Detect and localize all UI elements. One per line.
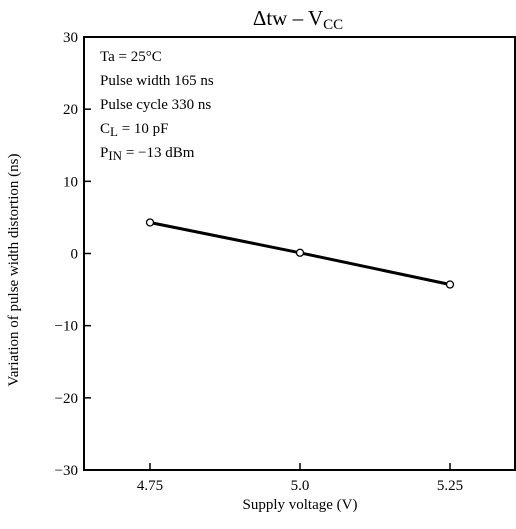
annotation-pin-value: = −13 dBm bbox=[122, 145, 195, 161]
y-tick-label: −20 bbox=[55, 391, 78, 407]
y-axis-label: Variation of pulse width distortion (ns) bbox=[6, 153, 22, 387]
y-tick-label: 0 bbox=[71, 247, 79, 263]
chart-title-text: Δtw – V bbox=[252, 6, 324, 30]
annotation-cl-sub: L bbox=[110, 124, 118, 139]
series-group bbox=[145, 218, 455, 289]
x-axis-label: Supply voltage (V) bbox=[242, 497, 358, 513]
x-tick-label: 4.75 bbox=[137, 478, 163, 494]
y-tick-label: 20 bbox=[63, 102, 78, 118]
annotation-cl: CL = 10 pF bbox=[100, 121, 169, 139]
annotation-pulse-cycle: Pulse cycle 330 ns bbox=[100, 97, 212, 113]
annotation-pin-sub: IN bbox=[108, 148, 123, 163]
chart-title: Δtw – VCC bbox=[0, 6, 516, 34]
x-tick-label: 5.25 bbox=[437, 478, 463, 494]
annotation-pin-prefix: P bbox=[100, 145, 109, 161]
y-tick-label: −30 bbox=[55, 463, 78, 479]
annotation-cl-prefix: C bbox=[100, 121, 111, 137]
data-point bbox=[445, 280, 455, 289]
y-tick-label: 30 bbox=[63, 30, 78, 46]
annotation-pulse-width: Pulse width 165 ns bbox=[100, 73, 214, 89]
data-point bbox=[295, 248, 305, 257]
x-tick-label: 5.0 bbox=[291, 478, 310, 494]
chart-title-subscript: CC bbox=[323, 17, 344, 33]
y-tick-label: −10 bbox=[55, 319, 78, 335]
annotation-ta: Ta = 25°C bbox=[100, 49, 162, 65]
data-point bbox=[145, 218, 155, 227]
y-tick-label: 10 bbox=[63, 174, 78, 190]
axis-ticks: 30 20 10 0 −10 −20 −30 4.75 5.0 5.25 bbox=[55, 30, 464, 494]
annotation-pin: PIN = −13 dBm bbox=[100, 145, 195, 163]
annotation-cl-value: = 10 pF bbox=[117, 121, 169, 137]
